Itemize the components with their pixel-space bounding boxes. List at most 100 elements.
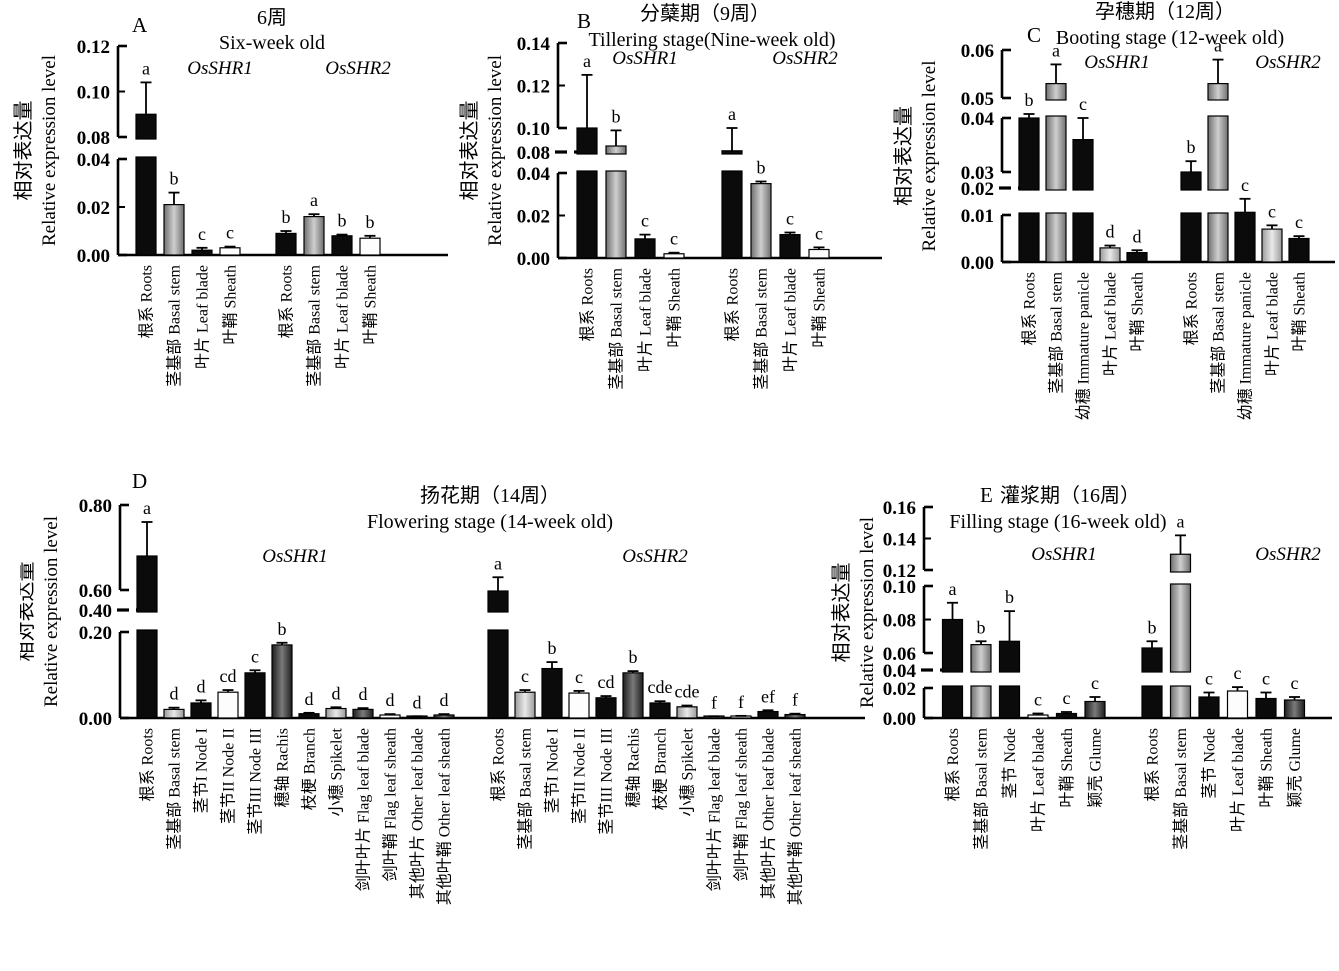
bar-OsSHR2-sheath xyxy=(808,248,830,259)
x-category-label: 茎节III Node III xyxy=(598,728,616,835)
x-category-label: 叶鞘 Sheath xyxy=(1058,728,1076,808)
x-category-label: 茎基部 Basal stem xyxy=(166,727,184,849)
y-tick-label: 0.80 xyxy=(79,496,112,517)
bar-OsSHR1-roots xyxy=(941,618,964,673)
sig-letter: b xyxy=(1187,137,1196,157)
bar-OsSHR1-roots xyxy=(1018,117,1040,191)
sig-letter: c xyxy=(1295,212,1303,232)
sig-letter: c xyxy=(1234,663,1242,683)
bar-OsSHR2-leaf-blade xyxy=(779,234,801,259)
panel-title-en: Tillering stage(Nine-week old) xyxy=(589,29,836,51)
bar-OsSHR1-roots xyxy=(136,555,158,613)
y-tick-label: 0.03 xyxy=(961,163,994,184)
x-category-label: 根系 Roots xyxy=(1144,728,1162,801)
y-axis-label-zh: 相对表达量 xyxy=(12,101,35,201)
x-category-label: 叶片 Leaf blade xyxy=(1102,272,1120,376)
bar-OsSHR1-branch xyxy=(298,713,320,719)
bar-OsSHR1-sheath xyxy=(663,253,685,259)
sig-letter: cde xyxy=(648,677,673,697)
y-tick-label: 0.01 xyxy=(961,206,994,227)
y-axis-label-zh: 相对表达量 xyxy=(892,106,915,206)
gene-label-osshr1: OsSHR1 xyxy=(1031,544,1096,565)
x-category-label: 颖壳 Glume xyxy=(1286,728,1304,808)
panel-a-six-week: 0.00 0.02 0.04 0.08 0.10 0.12 a 根系 Roots b 茎基部 Ba… xyxy=(0,0,450,460)
x-category-label: 茎基部 Basal stem xyxy=(753,267,771,389)
bar-OsSHR2-roots xyxy=(1141,647,1163,673)
panel-letter: B xyxy=(577,9,591,33)
bar-OsSHR1-node-ii xyxy=(217,691,239,719)
x-category-label: 叶片 Leaf blade xyxy=(637,268,655,372)
sig-letter: c xyxy=(1063,688,1071,708)
bar-OsSHR1-basal-stem xyxy=(970,685,992,719)
x-category-label: 幼穗 Immature panicle xyxy=(1237,272,1255,420)
x-category-label: 茎节I Node I xyxy=(193,728,211,813)
sig-letter: d xyxy=(386,690,395,710)
panel-c-booting-stage: 0.00 0.01 0.03 0.04 0.05 0.06 0.02 b 根系 Roots a 茎基… xyxy=(890,0,1339,460)
gene-label-osshr1: OsSHR1 xyxy=(1084,52,1149,73)
panel-title-en: Filling stage (16-week old) xyxy=(949,511,1166,533)
gene-label-osshr1: OsSHR1 xyxy=(262,546,327,567)
sig-letter: c xyxy=(1205,669,1213,689)
bar-OsSHR1-node-i xyxy=(190,702,212,719)
x-category-label: 剑叶叶片 Flag leaf blade xyxy=(355,728,373,891)
y-tick-label: 0.14 xyxy=(517,34,551,55)
bar-OsSHR1-basal-stem xyxy=(163,204,185,256)
bar-OsSHR2-node-iii xyxy=(595,697,617,719)
y-tick-label: 0.04 xyxy=(517,164,551,185)
bar-OsSHR2-node xyxy=(1198,696,1220,719)
sig-letter: c xyxy=(641,211,649,231)
x-category-label: 叶鞘 Sheath xyxy=(1129,272,1147,352)
y-tick-label: 0.12 xyxy=(883,561,916,582)
y-break-label: 0.40 xyxy=(79,601,112,622)
sig-letter: c xyxy=(198,224,206,244)
bar-OsSHR2-branch xyxy=(649,702,671,719)
bar-OsSHR1-basal-stem xyxy=(970,644,992,673)
x-category-label: 根系 Roots xyxy=(1183,272,1201,345)
sig-letter: b xyxy=(548,638,557,658)
x-category-label: 茎节II Node II xyxy=(220,728,238,824)
x-category-label: 叶片 Leaf blade xyxy=(782,268,800,372)
y-tick-label: 0.06 xyxy=(961,41,994,62)
bar-OsSHR2-immature-panicle xyxy=(1234,211,1256,263)
x-category-label: 茎节 Node xyxy=(1001,728,1019,799)
y-axis-label-en: Relative expression level xyxy=(919,61,940,252)
panel-letter: A xyxy=(132,13,148,37)
bar-OsSHR1-immature-panicle xyxy=(1072,212,1094,263)
y-axis-label-zh: 相对表达量 xyxy=(20,562,37,662)
x-category-label: 颖壳 Glume xyxy=(1087,728,1105,808)
x-category-label: 其他叶鞘 Other leaf sheath xyxy=(436,728,454,905)
x-category-label: 叶鞘 Sheath xyxy=(362,265,380,345)
bar-OsSHR1-basal-stem xyxy=(163,708,185,719)
sig-letter: a xyxy=(1214,36,1222,56)
sig-letter: d xyxy=(413,692,422,712)
bar-OsSHR2-leaf-blade xyxy=(1226,690,1249,719)
bar-OsSHR1-basal-stem xyxy=(605,145,627,155)
x-category-label: 茎基部 Basal stem xyxy=(973,727,991,849)
x-category-label: 根系 Roots xyxy=(490,728,508,801)
bar-OsSHR1-leaf-blade xyxy=(634,238,656,259)
y-tick-label: 0.06 xyxy=(883,644,916,665)
sig-letter: a xyxy=(1177,511,1185,531)
sig-letter: b xyxy=(170,169,179,189)
panel-letter: C xyxy=(1027,23,1041,47)
sig-letter: c xyxy=(1241,175,1249,195)
bar-OsSHR2-sheath xyxy=(1255,697,1277,719)
bar-OsSHR1-basal-stem xyxy=(1045,82,1067,101)
panel-title-zh: 扬花期（14周） xyxy=(420,484,560,507)
bar-OsSHR2-glume xyxy=(1283,699,1306,719)
sig-letter: ef xyxy=(761,686,775,706)
bar-OsSHR1-rachis xyxy=(271,644,293,719)
y-axis-label-en: Relative expression level xyxy=(41,516,62,707)
bar-OsSHR2-roots xyxy=(275,232,297,256)
x-category-label: 穗轴 Rachis xyxy=(274,728,292,808)
panel-title-zh: 分蘖期（9周） xyxy=(640,2,770,25)
y-tick-label: 0.00 xyxy=(883,709,916,730)
x-category-label: 叶鞘 Sheath xyxy=(1258,728,1276,808)
panel-a-chart: 0.00 0.02 0.040.08 0.10 0.12 a 根系 Roots b 茎基部 Ba… xyxy=(12,7,448,387)
sig-letter: a xyxy=(310,190,318,210)
sig-letter: c xyxy=(786,209,794,229)
bar-OsSHR1-sheath xyxy=(219,247,241,256)
y-tick-label: 0.05 xyxy=(961,89,994,110)
bar-OsSHR2-basal-stem xyxy=(1207,82,1229,101)
